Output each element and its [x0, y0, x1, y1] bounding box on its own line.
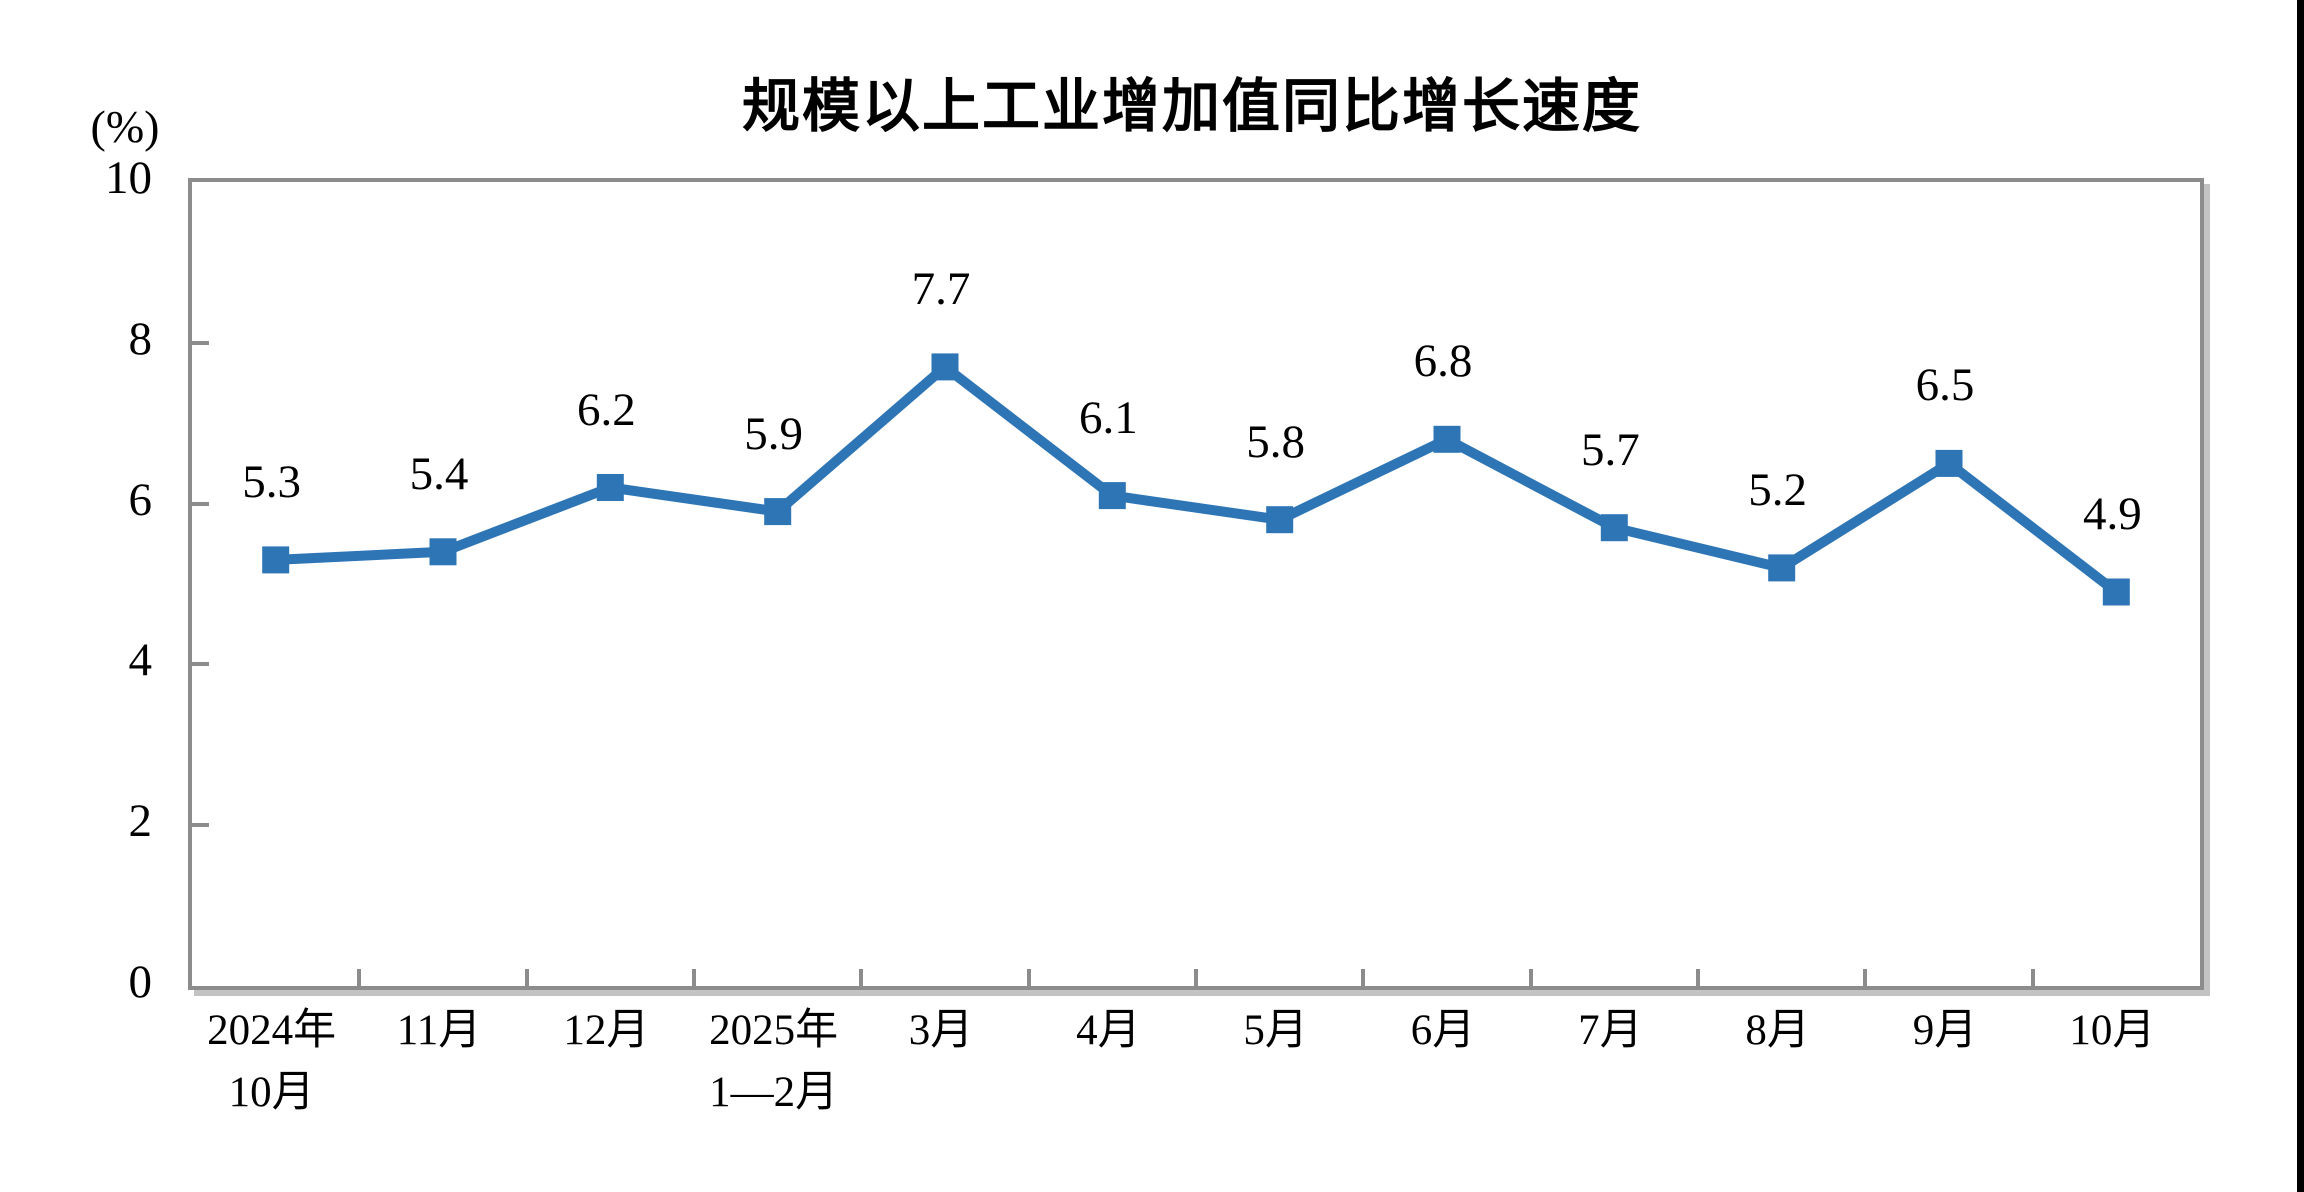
data-point-marker — [262, 546, 290, 574]
x-axis-tick — [1361, 969, 1366, 986]
y-axis-tick — [192, 340, 209, 345]
data-point-marker — [764, 498, 792, 526]
y-axis-tick — [192, 501, 209, 506]
data-point-marker — [1600, 514, 1628, 542]
data-point-label: 5.9 — [744, 407, 804, 460]
x-axis-tick — [859, 969, 864, 986]
data-point-label: 5.7 — [1580, 423, 1640, 476]
x-axis-tick — [357, 969, 362, 986]
data-point-label: 6.8 — [1413, 335, 1473, 388]
data-point-label: 5.4 — [409, 447, 469, 500]
data-point-marker — [931, 353, 959, 381]
data-point-marker — [429, 538, 457, 566]
x-axis-tick-label: 4月 — [1076, 1007, 1141, 1054]
data-point-label: 5.3 — [242, 455, 302, 508]
data-point-label: 4.9 — [2082, 488, 2142, 541]
x-axis-tick-label: 9月 — [1912, 1007, 1978, 1054]
x-axis-tick — [1863, 969, 1868, 986]
data-point-marker — [1935, 449, 1963, 477]
y-axis-tick-label: 8 — [128, 312, 153, 365]
y-axis-tick-label: 4 — [128, 634, 153, 687]
x-axis-tick-label: 2025年 1—2月 — [709, 1007, 839, 1116]
data-point-label: 6.1 — [1078, 391, 1138, 444]
x-axis-tick-label: 7月 — [1578, 1007, 1643, 1054]
x-axis-tick-label: 5月 — [1243, 1007, 1308, 1054]
data-point-marker — [2102, 578, 2130, 606]
x-axis-tick-label: 12月 — [563, 1007, 650, 1054]
y-axis-tick-label: 6 — [128, 473, 153, 526]
y-axis-tick-label: 0 — [128, 956, 153, 1008]
x-axis-tick-label: 2024年 10月 — [207, 1007, 337, 1116]
y-axis-unit-label: (%) — [90, 101, 160, 152]
series-line — [270, 361, 2122, 597]
y-axis-tick — [192, 662, 209, 667]
x-axis-tick-label: 8月 — [1745, 1007, 1810, 1054]
y-axis-tick-label: 10 — [105, 152, 152, 204]
x-axis-tick — [1528, 969, 1533, 986]
line-series-canvas — [262, 353, 2130, 606]
data-point-label: 7.7 — [911, 262, 971, 315]
data-point-marker — [1768, 554, 1796, 582]
chart-title: 规模以上工业增加值同比增长速度 — [741, 74, 1642, 139]
x-axis-tick-label: 3月 — [908, 1007, 974, 1054]
x-axis-tick-label: 10月 — [2069, 1007, 2156, 1054]
x-axis-tick — [692, 969, 696, 986]
data-point-label: 5.8 — [1246, 415, 1306, 468]
x-axis-tick — [524, 969, 529, 986]
data-point-marker — [596, 474, 624, 501]
data-point-marker — [1098, 482, 1126, 510]
data-point-marker — [1266, 506, 1294, 534]
x-axis-tick — [1696, 969, 1700, 986]
x-axis-tick — [2030, 969, 2035, 986]
right-edge-strip — [2297, 0, 2304, 1192]
x-axis-tick — [1026, 969, 1031, 986]
x-axis-tick-label: 11月 — [396, 1007, 482, 1054]
x-axis-tick-label: 6月 — [1410, 1007, 1476, 1054]
y-axis-tick — [192, 823, 209, 828]
data-point-label: 6.5 — [1915, 359, 1975, 412]
x-axis-tick — [1194, 969, 1198, 986]
data-point-label: 5.2 — [1748, 463, 1808, 516]
plot-area — [188, 178, 2204, 990]
data-point-label: 6.2 — [576, 383, 636, 436]
data-point-marker — [1433, 425, 1461, 453]
y-axis-tick-label: 2 — [128, 795, 153, 848]
